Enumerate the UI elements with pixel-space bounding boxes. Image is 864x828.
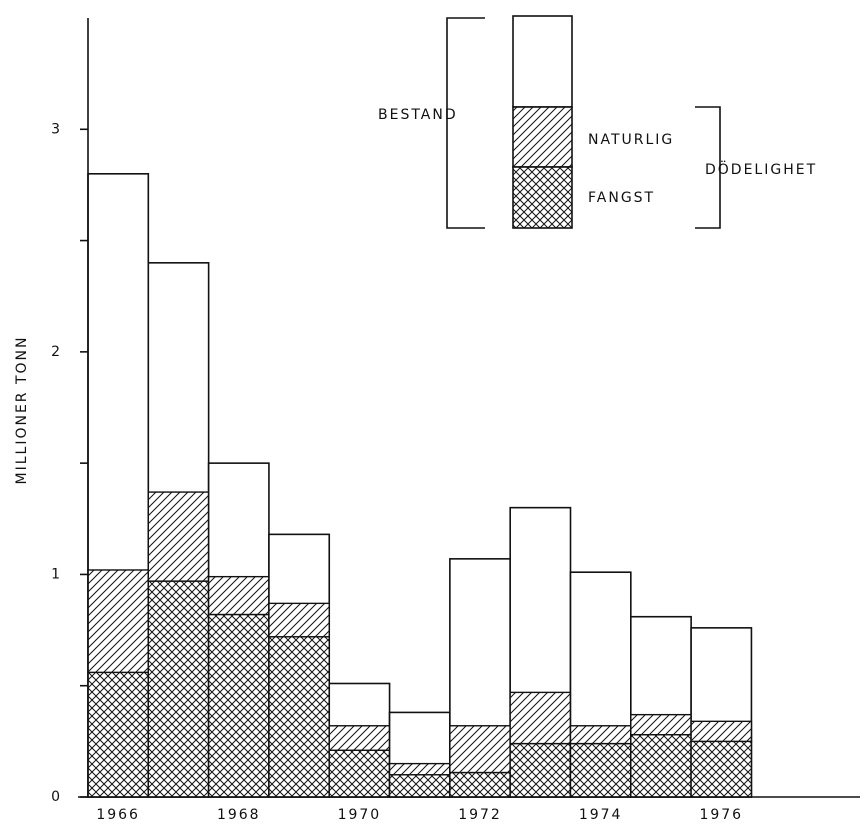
bar <box>207 575 270 616</box>
y-tick-label: 0 <box>51 789 62 805</box>
legend-label: BESTAND <box>378 107 458 123</box>
legend-swatch <box>512 15 573 108</box>
bar <box>87 671 150 798</box>
bar <box>388 762 451 776</box>
bracket <box>695 106 721 229</box>
y-tick-label: 3 <box>51 121 62 137</box>
x-tick-label: 1970 <box>338 807 382 823</box>
bar <box>449 725 511 774</box>
bar <box>388 774 451 798</box>
bar <box>690 740 753 798</box>
x-tick-label: 1974 <box>579 807 623 823</box>
x-tick-label: 1976 <box>699 807 743 823</box>
bar <box>569 725 632 745</box>
bar <box>328 749 391 798</box>
bar <box>509 742 572 798</box>
bracket <box>446 17 485 229</box>
x-tick-label: 1972 <box>458 807 502 823</box>
bar <box>328 725 391 751</box>
y-axis-label: MILLIONER TONN <box>14 336 30 485</box>
x-tick-label: 1966 <box>96 807 140 823</box>
y-tick-label: 1 <box>51 566 62 582</box>
bar <box>690 720 753 743</box>
legend-label: FANGST <box>588 190 655 206</box>
y-tick-label: 2 <box>51 344 62 360</box>
legend-swatch <box>512 106 573 168</box>
bar <box>569 742 632 798</box>
legend-label: NATURLIG <box>588 132 674 148</box>
bar <box>147 491 210 582</box>
x-tick-label: 1968 <box>217 807 261 823</box>
legend-label: DÖDELIGHET <box>705 160 817 178</box>
bar <box>268 602 330 638</box>
bar <box>630 713 692 736</box>
bar <box>87 569 150 674</box>
bar <box>449 771 511 798</box>
bar <box>147 580 210 798</box>
bar <box>509 691 572 745</box>
bar <box>268 636 330 798</box>
bar <box>207 613 270 798</box>
legend: BESTAND NATURLIG FANGST DÖDELIGHET <box>378 15 817 229</box>
legend-swatch <box>512 166 573 229</box>
bar <box>630 733 692 798</box>
